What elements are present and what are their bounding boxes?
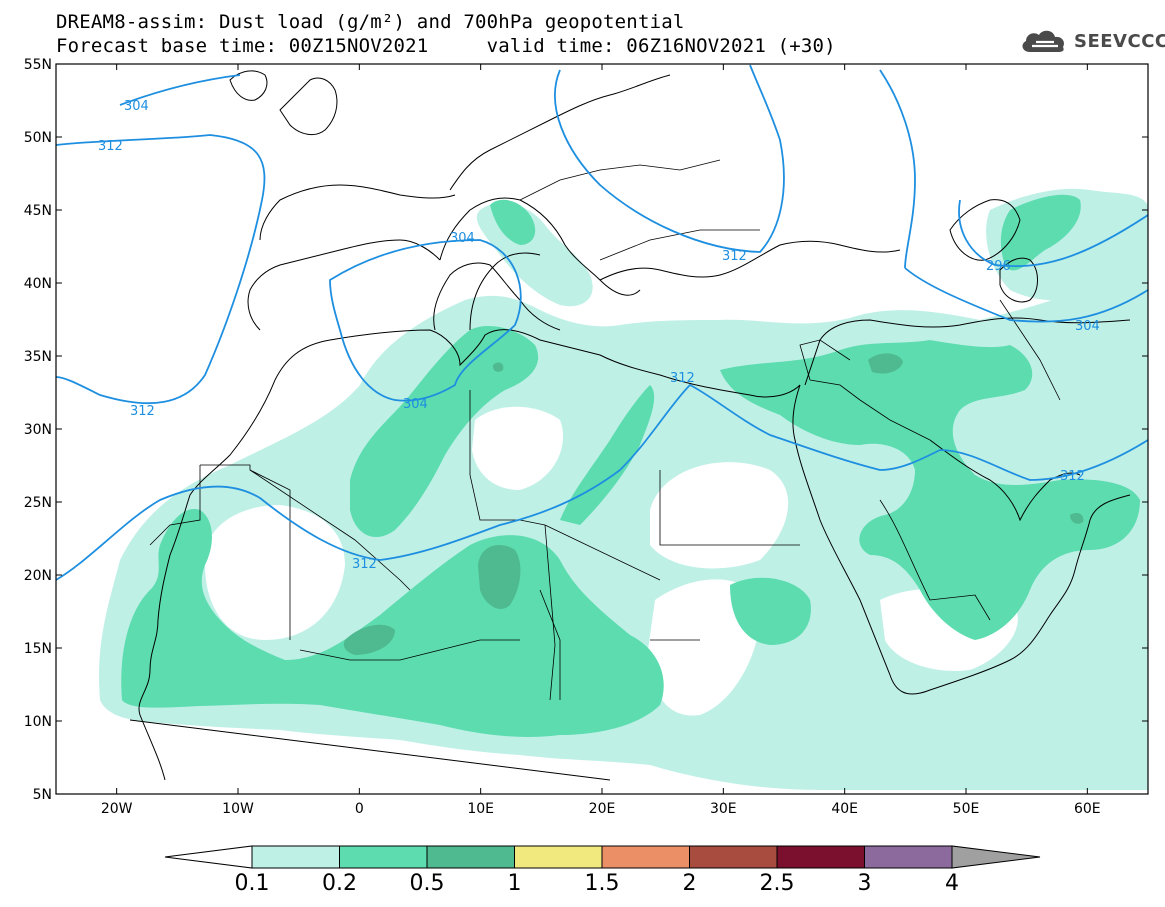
- lon-tick-label: 30E: [710, 801, 737, 817]
- colorbar-label: 2.5: [760, 871, 795, 896]
- lat-tick-label: 45N: [24, 203, 52, 219]
- dust-level-3: [343, 353, 1084, 655]
- map-title: DREAM8-assim: Dust load (g/m²) and 700hP…: [56, 11, 685, 33]
- contour-label-312: 312: [722, 249, 747, 264]
- colorbar-swatch: [426, 845, 515, 869]
- contour-label-304: 304: [124, 99, 149, 114]
- lon-tick-label: 50E: [953, 801, 980, 817]
- longitude-axis: 20W 10W 0 10E 20E 30E 40E 50E 60E: [101, 64, 1101, 817]
- lon-tick-label: 0: [355, 801, 364, 817]
- contour-label-304: 304: [1075, 319, 1100, 334]
- cloud-icon: [1022, 30, 1065, 52]
- colorbar-swatch: [339, 845, 428, 869]
- lat-tick-label: 15N: [24, 641, 52, 657]
- lon-tick-label: 20W: [101, 801, 133, 817]
- colorbar-swatch: [776, 845, 865, 869]
- colorbar-over-arrow: [951, 845, 1041, 869]
- colorbar-under-arrow: [164, 845, 253, 869]
- lat-tick-label: 30N: [24, 422, 52, 438]
- lat-tick-label: 40N: [24, 276, 52, 292]
- lat-tick-label: 20N: [24, 568, 52, 584]
- logo-text: SEEVCCC: [1074, 30, 1165, 52]
- low-dust-patches: [204, 406, 1018, 716]
- colorbar-swatch: [689, 845, 778, 869]
- colorbar-label: 4: [945, 871, 959, 896]
- colorbar-label: 2: [683, 871, 697, 896]
- seevccc-logo: SEEVCCC: [1018, 26, 1165, 56]
- colorbar-label: 0.1: [235, 871, 270, 896]
- lat-tick-label: 35N: [24, 349, 52, 365]
- colorbar-label: 1: [508, 871, 522, 896]
- contour-label-304: 304: [403, 397, 428, 412]
- latitude-axis: 55N 50N 45N 40N 35N 30N 25N 20N 15N 10N 5N: [24, 57, 1148, 803]
- lat-tick-label: 25N: [24, 495, 52, 511]
- colorbar: 0.1 0.2 0.5 1 1.5 2 2.5 3 4: [164, 845, 1041, 896]
- contour-label-296: 296: [986, 259, 1011, 274]
- lon-tick-label: 10W: [222, 801, 254, 817]
- plot-area: [56, 64, 1148, 794]
- colorbar-swatch: [251, 845, 340, 869]
- colorbar-swatch: [864, 845, 953, 869]
- contour-labels: 304 312 312 304 304 312 312 296 304 312 …: [98, 99, 1100, 572]
- lat-tick-label: 10N: [24, 714, 52, 730]
- lat-tick-label: 55N: [24, 57, 52, 73]
- colorbar-swatch: [601, 845, 690, 869]
- colorbar-label: 0.5: [410, 871, 445, 896]
- contour-label-312: 312: [1060, 469, 1085, 484]
- colorbar-label: 3: [858, 871, 872, 896]
- lon-tick-label: 10E: [467, 801, 494, 817]
- geopotential-contours: [56, 64, 1148, 581]
- lon-tick-label: 20E: [589, 801, 616, 817]
- lat-tick-label: 5N: [33, 787, 52, 803]
- country-borders: [149, 159, 1061, 701]
- lon-tick-label: 40E: [831, 801, 858, 817]
- colorbar-swatch: [514, 845, 603, 869]
- contour-label-312: 312: [352, 557, 377, 572]
- forecast-time-line: Forecast base time: 00Z15NOV2021 valid t…: [56, 35, 836, 57]
- contour-label-312: 312: [670, 371, 695, 386]
- contour-label-312: 312: [98, 139, 123, 154]
- contour-label-312: 312: [130, 404, 155, 419]
- colorbar-label: 1.5: [585, 871, 620, 896]
- contour-label-304: 304: [450, 231, 475, 246]
- lon-tick-label: 60E: [1074, 801, 1101, 817]
- colorbar-label: 0.2: [322, 871, 357, 896]
- dust-level-2: [121, 194, 1140, 737]
- lat-tick-label: 50N: [24, 130, 52, 146]
